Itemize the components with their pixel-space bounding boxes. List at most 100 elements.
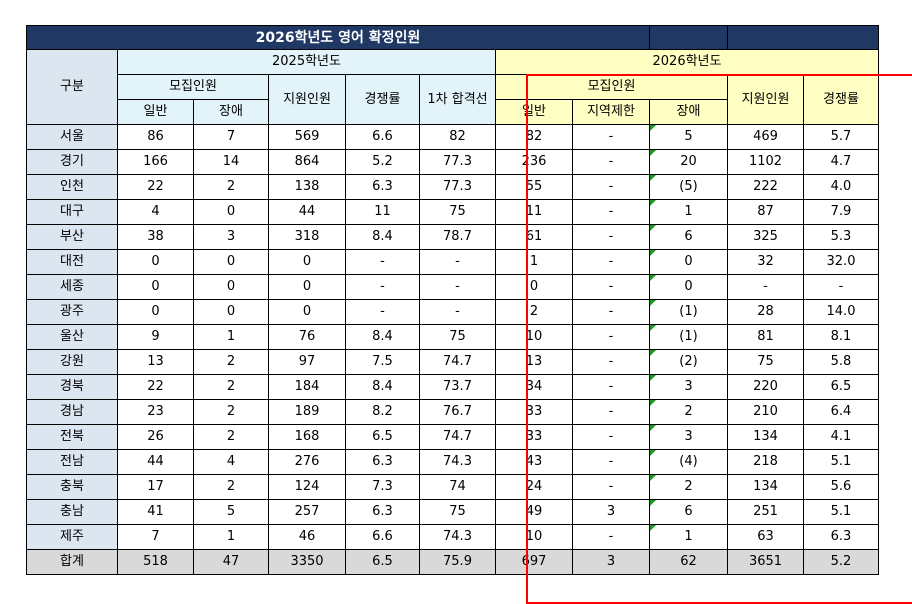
header-2025-first-cut[interactable]: 1차 합격선 [419, 74, 496, 125]
cell-2026-regional[interactable]: - [572, 149, 650, 175]
cell-2026-applicants[interactable]: - [727, 274, 804, 300]
cell-2025-first-cut[interactable]: 75.9 [419, 549, 496, 575]
cell-2025-general[interactable]: 22 [117, 374, 194, 400]
cell-2025-general[interactable]: 23 [117, 399, 194, 425]
region-cell[interactable]: 서울 [26, 124, 118, 150]
cell-2025-first-cut[interactable]: 76.7 [419, 399, 496, 425]
region-cell[interactable]: 인천 [26, 174, 118, 200]
cell-2025-general[interactable]: 17 [117, 474, 194, 500]
cell-2025-ratio[interactable]: 8.2 [345, 399, 420, 425]
cell-2025-general[interactable]: 38 [117, 224, 194, 250]
cell-2025-applicants[interactable]: 0 [268, 274, 346, 300]
region-cell[interactable]: 경북 [26, 374, 118, 400]
cell-2025-first-cut[interactable]: 74.3 [419, 524, 496, 550]
cell-2026-general[interactable]: 34 [495, 374, 573, 400]
header-2026-regional[interactable]: 지역제한 [572, 99, 650, 125]
cell-2026-disabled[interactable]: 6 [649, 499, 728, 525]
cell-2026-disabled[interactable]: 20 [649, 149, 728, 175]
cell-2025-ratio[interactable]: - [345, 249, 420, 275]
cell-2026-applicants[interactable]: 469 [727, 124, 804, 150]
cell-2026-general[interactable]: 33 [495, 424, 573, 450]
cell-2026-disabled[interactable]: 5 [649, 124, 728, 150]
cell-2026-general[interactable]: 43 [495, 449, 573, 475]
cell-2025-ratio[interactable]: 8.4 [345, 374, 420, 400]
cell-2026-disabled[interactable]: (2) [649, 349, 728, 375]
region-cell[interactable]: 울산 [26, 324, 118, 350]
cell-2026-disabled[interactable]: 3 [649, 424, 728, 450]
cell-2026-ratio[interactable]: 6.4 [803, 399, 879, 425]
cell-2026-general[interactable]: 13 [495, 349, 573, 375]
cell-2025-disabled[interactable]: 3 [193, 224, 269, 250]
cell-2026-applicants[interactable]: 81 [727, 324, 804, 350]
cell-2025-disabled[interactable]: 7 [193, 124, 269, 150]
cell-2026-disabled[interactable]: 62 [649, 549, 728, 575]
cell-2026-regional[interactable]: - [572, 224, 650, 250]
cell-2025-disabled[interactable]: 0 [193, 249, 269, 275]
cell-2026-disabled[interactable]: (1) [649, 324, 728, 350]
cell-2026-ratio[interactable]: 5.1 [803, 449, 879, 475]
cell-2025-first-cut[interactable]: 74.7 [419, 424, 496, 450]
cell-2025-ratio[interactable]: 7.5 [345, 349, 420, 375]
cell-2026-general[interactable]: 697 [495, 549, 573, 575]
cell-2025-general[interactable]: 0 [117, 274, 194, 300]
cell-2025-applicants[interactable]: 0 [268, 299, 346, 325]
cell-2025-disabled[interactable]: 1 [193, 324, 269, 350]
header-2026[interactable]: 2026학년도 [495, 49, 879, 75]
region-cell[interactable]: 전남 [26, 449, 118, 475]
cell-2025-ratio[interactable]: 6.6 [345, 524, 420, 550]
cell-2025-general[interactable]: 86 [117, 124, 194, 150]
cell-2026-regional[interactable]: - [572, 324, 650, 350]
cell-2025-first-cut[interactable]: - [419, 249, 496, 275]
region-cell[interactable]: 강원 [26, 349, 118, 375]
cell-2026-applicants[interactable]: 210 [727, 399, 804, 425]
cell-2026-regional[interactable]: - [572, 449, 650, 475]
cell-2025-disabled[interactable]: 0 [193, 199, 269, 225]
cell-2025-general[interactable]: 4 [117, 199, 194, 225]
cell-2026-regional[interactable]: - [572, 199, 650, 225]
cell-2025-applicants[interactable]: 318 [268, 224, 346, 250]
cell-2026-applicants[interactable]: 28 [727, 299, 804, 325]
cell-2026-regional[interactable]: - [572, 374, 650, 400]
cell-2025-disabled[interactable]: 2 [193, 174, 269, 200]
cell-2026-disabled[interactable]: (1) [649, 299, 728, 325]
region-cell[interactable]: 전북 [26, 424, 118, 450]
cell-2026-general[interactable]: 10 [495, 524, 573, 550]
cell-2025-ratio[interactable]: 6.3 [345, 174, 420, 200]
cell-2025-ratio[interactable]: 8.4 [345, 224, 420, 250]
cell-2025-ratio[interactable]: 5.2 [345, 149, 420, 175]
cell-2025-applicants[interactable]: 0 [268, 249, 346, 275]
cell-2026-general[interactable]: 11 [495, 199, 573, 225]
region-cell[interactable]: 부산 [26, 224, 118, 250]
cell-2025-disabled[interactable]: 2 [193, 474, 269, 500]
cell-2026-regional[interactable]: 3 [572, 499, 650, 525]
cell-2026-applicants[interactable]: 32 [727, 249, 804, 275]
cell-2026-ratio[interactable]: 14.0 [803, 299, 879, 325]
cell-2026-ratio[interactable]: 8.1 [803, 324, 879, 350]
cell-2026-applicants[interactable]: 87 [727, 199, 804, 225]
cell-2025-disabled[interactable]: 1 [193, 524, 269, 550]
cell-2025-applicants[interactable]: 257 [268, 499, 346, 525]
cell-2025-ratio[interactable]: 6.5 [345, 549, 420, 575]
cell-2026-applicants[interactable]: 220 [727, 374, 804, 400]
cell-2026-general[interactable]: 33 [495, 399, 573, 425]
cell-2026-general[interactable]: 0 [495, 274, 573, 300]
cell-2026-ratio[interactable]: 5.3 [803, 224, 879, 250]
cell-2026-regional[interactable]: - [572, 299, 650, 325]
cell-2026-ratio[interactable]: 5.2 [803, 549, 879, 575]
header-2025-recruit[interactable]: 모집인원 [117, 74, 269, 100]
cell-2026-regional[interactable]: - [572, 124, 650, 150]
cell-2025-general[interactable]: 0 [117, 249, 194, 275]
cell-2025-applicants[interactable]: 44 [268, 199, 346, 225]
cell-2025-applicants[interactable]: 46 [268, 524, 346, 550]
cell-2025-general[interactable]: 26 [117, 424, 194, 450]
cell-2025-applicants[interactable]: 189 [268, 399, 346, 425]
region-cell[interactable]: 대전 [26, 249, 118, 275]
cell-2026-regional[interactable]: - [572, 524, 650, 550]
header-2026-ratio[interactable]: 경쟁률 [803, 74, 879, 125]
cell-2026-general[interactable]: 24 [495, 474, 573, 500]
cell-2026-general[interactable]: 10 [495, 324, 573, 350]
cell-2025-applicants[interactable]: 864 [268, 149, 346, 175]
table-title[interactable]: 2026학년도 영어 확정인원 [26, 25, 650, 50]
cell-2026-regional[interactable]: - [572, 349, 650, 375]
cell-2026-general[interactable]: 236 [495, 149, 573, 175]
